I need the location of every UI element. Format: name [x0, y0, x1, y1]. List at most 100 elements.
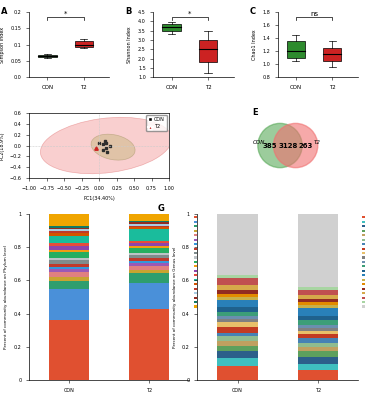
- Bar: [49, 260, 89, 264]
- Bar: [49, 233, 89, 236]
- Bar: [297, 325, 338, 328]
- Circle shape: [258, 123, 302, 168]
- Bar: [49, 252, 89, 258]
- Bar: [49, 258, 89, 260]
- Text: ns: ns: [310, 10, 318, 16]
- Bar: [297, 338, 338, 342]
- Bar: [297, 287, 338, 290]
- Text: E: E: [252, 108, 258, 117]
- Bar: [49, 236, 89, 243]
- Bar: [129, 258, 169, 261]
- Bar: [297, 370, 338, 380]
- Bar: [297, 214, 338, 287]
- X-axis label: PC1(34.40%): PC1(34.40%): [83, 196, 115, 201]
- Bar: [297, 328, 338, 331]
- Y-axis label: Chao1 Index: Chao1 Index: [251, 29, 257, 60]
- Bar: [49, 289, 89, 320]
- Bar: [129, 221, 169, 222]
- Bar: [297, 316, 338, 320]
- Text: G: G: [157, 204, 164, 213]
- Legend: Firmicutes, Bacteroidota, Actinobacteria, Oomycota, Proteobacteria, Corynecharot: Firmicutes, Bacteroidota, Actinobacteria…: [194, 216, 243, 309]
- Bar: [218, 351, 258, 358]
- Bar: [129, 270, 169, 273]
- Bar: [49, 229, 89, 231]
- Bar: [297, 334, 338, 338]
- Bar: [49, 269, 89, 272]
- Bar: [297, 308, 338, 316]
- Bar: [129, 248, 169, 253]
- Bar: [297, 331, 338, 334]
- Bar: [75, 41, 93, 47]
- Text: CON: CON: [252, 140, 265, 145]
- Bar: [218, 300, 258, 307]
- Y-axis label: Shannon Index: Shannon Index: [127, 26, 132, 63]
- Bar: [218, 285, 258, 290]
- Bar: [297, 305, 338, 308]
- Bar: [297, 295, 338, 298]
- Bar: [218, 336, 258, 341]
- Bar: [218, 332, 258, 336]
- Bar: [38, 55, 57, 57]
- Bar: [218, 322, 258, 328]
- Bar: [297, 320, 338, 325]
- Bar: [49, 250, 89, 252]
- Bar: [297, 364, 338, 370]
- Bar: [297, 348, 338, 351]
- Text: B: B: [125, 7, 132, 16]
- Bar: [129, 261, 169, 263]
- Bar: [297, 342, 338, 348]
- Bar: [297, 302, 338, 305]
- Bar: [49, 320, 89, 380]
- Bar: [129, 222, 169, 224]
- Bar: [218, 328, 258, 332]
- Text: A: A: [1, 7, 8, 16]
- Bar: [49, 226, 89, 228]
- Bar: [218, 297, 258, 300]
- Bar: [199, 40, 217, 62]
- Bar: [49, 267, 89, 269]
- Bar: [218, 294, 258, 297]
- Bar: [49, 277, 89, 281]
- Bar: [218, 316, 258, 319]
- Text: *: *: [188, 10, 192, 16]
- Bar: [49, 281, 89, 289]
- Text: T2: T2: [314, 140, 320, 145]
- Bar: [218, 346, 258, 351]
- Bar: [218, 278, 258, 285]
- Bar: [129, 224, 169, 226]
- Bar: [49, 246, 89, 250]
- Text: 263: 263: [299, 142, 313, 148]
- Y-axis label: Percent of community abundance on Phylum level: Percent of community abundance on Phylum…: [4, 245, 8, 349]
- Bar: [129, 266, 169, 270]
- Bar: [218, 214, 258, 275]
- Bar: [218, 312, 258, 316]
- Bar: [129, 263, 169, 266]
- Bar: [49, 228, 89, 229]
- Bar: [129, 283, 169, 309]
- Bar: [218, 358, 258, 366]
- Bar: [129, 246, 169, 248]
- Text: *: *: [64, 10, 67, 16]
- Bar: [49, 243, 89, 246]
- Bar: [218, 366, 258, 380]
- Text: 385: 385: [262, 142, 277, 148]
- Bar: [129, 214, 169, 221]
- Legend: CON, T2: CON, T2: [146, 115, 166, 131]
- Bar: [129, 241, 169, 243]
- Bar: [218, 275, 258, 278]
- Ellipse shape: [41, 117, 172, 174]
- Bar: [129, 243, 169, 246]
- Bar: [129, 273, 169, 283]
- Bar: [129, 228, 169, 229]
- Bar: [218, 319, 258, 322]
- Bar: [49, 231, 89, 233]
- Legend: unclassified_f__Lachnospiraceae, Prevotella, unclassified_c__Clostridia, Ruminoc: unclassified_f__Lachnospiraceae, Prevote…: [362, 216, 365, 309]
- Bar: [129, 254, 169, 258]
- Bar: [129, 226, 169, 228]
- Bar: [218, 307, 258, 312]
- Bar: [323, 48, 341, 61]
- Text: C: C: [250, 7, 256, 16]
- Bar: [49, 264, 89, 267]
- Bar: [49, 214, 89, 226]
- Bar: [129, 229, 169, 241]
